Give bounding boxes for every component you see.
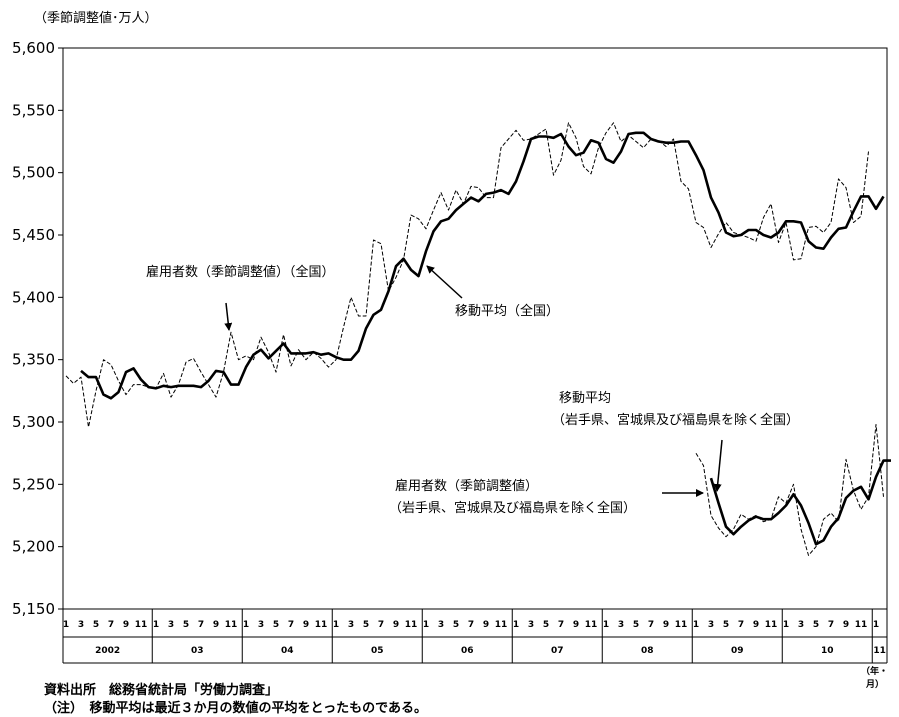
x-month-label: 9 [483,620,489,630]
y-tick-label: 5,400 [12,288,55,306]
x-month-label: 1 [603,620,609,630]
x-month-label: 9 [213,620,219,630]
x-year-label: 08 [641,646,654,656]
x-year-label: 07 [551,646,564,656]
x-month-label: 9 [753,620,759,630]
x-month-label: 3 [168,620,174,630]
y-tick-label: 5,350 [12,351,55,369]
x-year-label: 04 [281,646,294,656]
source-note: 資料出所 総務省統計局「労働力調査」 [44,683,279,698]
x-month-label: 7 [738,620,744,630]
axis-unit-label-line1: （年・ [861,665,888,677]
x-month-label: 3 [348,620,354,630]
x-month-label: 9 [663,620,669,630]
arrow-moving-average-national [426,265,463,299]
x-month-label: 5 [813,620,819,630]
y-axis: 5,150 5,200 5,250 5,300 5,350 5,400 5,450 5,500… [12,39,63,618]
x-year-label: 10 [821,646,834,656]
y-tick-label: 5,150 [12,600,55,618]
x-month-label: 5 [183,620,189,630]
x-month-label: 11 [495,620,508,630]
annotation-moving-average-national: 移動平均（全国） [455,303,559,319]
x-year-label: 03 [191,646,204,656]
x-month-label: 5 [453,620,459,630]
x-month-label: 1 [153,620,159,630]
x-month-label: 1 [873,620,879,630]
x-month-label: 9 [393,620,399,630]
annotation-moving-average-excl-line1: 移動平均 [559,391,611,406]
x-year-label: 2002 [95,646,120,656]
annotation-employment-excl-line2: （岩手県、宮城県及び福島県を除く全国） [389,500,636,516]
x-month-label: 1 [783,620,789,630]
x-month-label: 3 [708,620,714,630]
x-month-label: 11 [855,620,868,630]
annotation-employment-excl-line1: 雇用者数（季節調整値） [395,478,538,494]
x-month-label: 5 [273,620,279,630]
x-month-label: 3 [798,620,804,630]
annotation-moving-average-excl-line2: （岩手県、宮城県及び福島県を除く全国） [552,412,799,428]
x-month-label: 5 [723,620,729,630]
x-month-label: 11 [585,620,598,630]
series-employment-excl [695,424,884,556]
x-year-label: 11 [873,646,886,656]
x-month-label: 9 [123,620,129,630]
y-tick-label: 5,200 [12,538,55,556]
series-moving-average-excl [709,459,891,546]
x-month-label: 5 [633,620,639,630]
axis-unit-label-line2: 月） [865,679,884,690]
x-month-label: 5 [363,620,369,630]
x-month-label: 7 [198,620,204,630]
x-month-label: 9 [573,620,579,630]
x-month-label: 11 [225,620,238,630]
annotation-employment-national: 雇用者数（季節調整値）（全国） [146,264,335,280]
x-month-label: 3 [528,620,534,630]
x-month-label: 1 [423,620,429,630]
x-month-label: 1 [693,620,699,630]
x-year-label: 06 [461,646,474,656]
x-month-label: 11 [765,620,778,630]
x-month-label: 9 [843,620,849,630]
unit-label: （季節調整値･万人） [34,10,158,26]
x-month-label: 3 [438,620,444,630]
arrow-moving-average-excl [713,439,723,492]
arrow-employment-national [224,302,233,331]
series-layer [65,122,891,556]
plot-area [62,47,888,610]
x-month-label: 3 [618,620,624,630]
x-month-label: 7 [378,620,384,630]
footnote: （注） 移動平均は最近３か月の数値の平均をとったものである。 [44,701,427,716]
x-axis: 1 3 5 7 9 11 1 3 5 7 9 11 1 3 5 7 9 11 1 3 5 7 9 11 1 3 5 7 9 11 1 3 5 7 9… [62,609,888,664]
x-month-label: 1 [513,620,519,630]
x-month-label: 7 [108,620,114,630]
series-employment-national [65,122,869,428]
x-month-label: 7 [558,620,564,630]
x-month-label: 9 [303,620,309,630]
x-year-label: 09 [731,646,744,656]
x-month-label: 1 [243,620,249,630]
y-tick-label: 5,500 [12,164,55,182]
series-moving-average-national [80,131,885,400]
x-month-label: 11 [675,620,688,630]
x-month-label: 3 [258,620,264,630]
y-tick-label: 5,600 [12,39,55,57]
x-month-label: 7 [648,620,654,630]
x-month-label: 11 [135,620,148,630]
y-tick-label: 5,450 [12,226,55,244]
x-month-label: 7 [828,620,834,630]
x-month-label: 11 [315,620,328,630]
x-month-label: 5 [543,620,549,630]
y-tick-label: 5,550 [12,101,55,119]
x-month-label: 5 [93,620,99,630]
x-month-label: 7 [288,620,294,630]
employment-line-chart: （季節調整値･万人） 5,150 5,200 5,250 5,300 5,350 5,40… [12,10,891,690]
x-month-label: 1 [63,620,69,630]
x-month-label: 11 [405,620,418,630]
x-month-label: 7 [468,620,474,630]
x-year-label: 05 [371,646,384,656]
x-month-label: 3 [78,620,84,630]
x-month-label: 1 [333,620,339,630]
y-tick-label: 5,300 [12,413,55,431]
y-tick-label: 5,250 [12,475,55,493]
